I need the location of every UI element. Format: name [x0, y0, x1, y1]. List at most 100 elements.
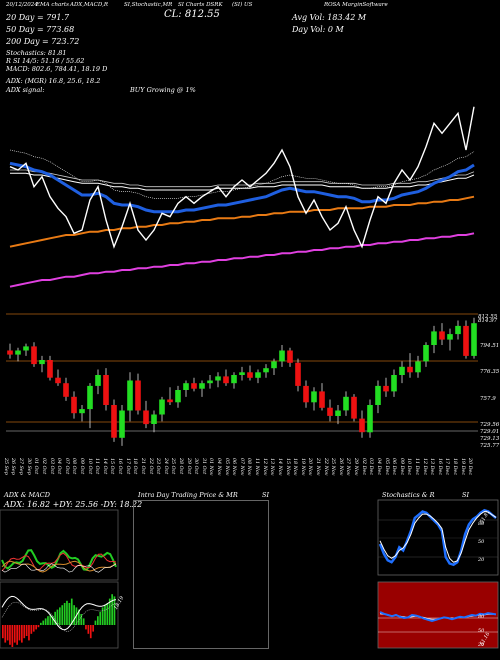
macd-histogram-bar-45: [108, 598, 111, 625]
intraday-panel: [133, 500, 269, 649]
candle-body-15: [127, 380, 133, 411]
candle-body-13: [111, 405, 117, 438]
adx-signal-label: ADX signal:: [6, 86, 45, 94]
macd-histogram-bar-1: [4, 625, 7, 643]
macd-histogram-bar-40: [97, 616, 99, 625]
candle-body-57: [463, 325, 469, 356]
candle-body-50: [407, 366, 413, 373]
adx-line: [1, 560, 117, 573]
candle-body-44: [359, 418, 365, 433]
macd-signal-line: [1, 601, 117, 632]
rsi-tick-80: 80: [478, 614, 485, 620]
macd-histogram-bar-43: [104, 605, 106, 625]
intraday-si: SI: [262, 491, 270, 499]
stochastics-info: Stochastics: 81.81: [6, 49, 67, 57]
macd-histogram-bar-42: [101, 607, 104, 625]
macd-histogram-bar-5: [13, 625, 16, 643]
candle-body-19: [159, 399, 165, 415]
macd-histogram-bar-33: [80, 614, 83, 625]
stoch-tick-50: 50: [478, 539, 485, 545]
macd-histogram-bar-30: [73, 605, 75, 625]
macd-histogram-bar-2: [6, 625, 9, 641]
candle-body-40: [327, 407, 333, 416]
adx-panel: [0, 509, 119, 581]
candle-body-36: [295, 362, 301, 386]
candle-body-38: [311, 391, 317, 403]
macd-histogram-bar-22: [54, 611, 56, 625]
candle-body-12: [103, 375, 109, 405]
macd-histogram-bar-27: [66, 600, 68, 625]
candle-body-55: [447, 334, 453, 340]
candle-body-14: [119, 410, 125, 438]
stochastic-k-line: [378, 508, 497, 567]
price-label-725: 725.77: [480, 443, 500, 449]
header-ema: EMA charts: [36, 2, 69, 8]
macd-histogram-bar-8: [21, 625, 23, 643]
macd-histogram-bar-16: [40, 622, 42, 625]
macd-histogram-bar-24: [59, 607, 61, 625]
price-label-776: 776.35: [480, 369, 500, 375]
macd-histogram-bar-25: [61, 605, 64, 625]
header-date: 20/12/2024: [6, 2, 38, 8]
adx-minus-di-line: [1, 552, 117, 572]
ema50-info: 50 Day = 773.68: [6, 25, 75, 34]
candle-body-58: [471, 323, 477, 356]
adx-panel-values: ADX: 16.82 +DY: 25.56 -DY: 18.22: [4, 500, 143, 509]
macd-line: [1, 595, 117, 631]
candle-body-35: [287, 350, 293, 363]
candle-body-18: [151, 414, 157, 424]
header-stoch: SI,Stochastic,MR: [124, 2, 173, 8]
macd-histogram-bar-6: [16, 625, 18, 645]
macd-histogram-bar-32: [78, 609, 80, 625]
ema50-upper-line: [10, 169, 475, 188]
candle-body-37: [303, 385, 309, 403]
macd-histogram-bar-47: [113, 596, 116, 625]
candle-body-41: [335, 410, 341, 416]
candle-body-27: [223, 376, 229, 384]
candle-body-32: [263, 368, 269, 373]
macd-histogram-bar-34: [82, 618, 85, 625]
candle-body-51: [415, 361, 421, 373]
candle-body-54: [439, 331, 445, 340]
macd-histogram-bar-19: [47, 616, 49, 625]
adx-info: ADX: (MGR) 16.8, 25.6, 18.2: [6, 77, 101, 85]
header-symbol: SI Charts DSRK: [178, 2, 223, 8]
macd-histogram-bar-12: [30, 625, 33, 634]
macd-histogram-bar-39: [94, 620, 97, 625]
macd-histogram-bar-37: [89, 625, 92, 639]
adx-white-line: [1, 563, 117, 573]
candle-body-22: [183, 383, 189, 390]
ema20-dotted-line: [9, 149, 475, 199]
macd-histogram-bar-13: [32, 625, 35, 632]
price-line: [9, 106, 475, 249]
macd-histogram-bar-44: [106, 603, 109, 625]
price-label-794: 794.51: [480, 343, 500, 349]
candle-body-47: [383, 385, 389, 392]
macd-histogram-bar-11: [28, 625, 30, 641]
candle-body-6: [55, 377, 61, 384]
price-label-729-56: 729.56: [480, 422, 500, 428]
candle-body-45: [367, 405, 373, 433]
close-price-label: CL: 812.55: [164, 9, 220, 20]
candle-body-42: [343, 396, 349, 411]
stoch-si: SI: [462, 491, 470, 499]
candle-body-23: [191, 383, 197, 389]
candle-body-26: [215, 376, 221, 381]
candle-body-9: [79, 409, 85, 414]
ema50-line: [10, 172, 475, 191]
macd-histogram-bar-41: [99, 611, 102, 625]
candle-body-17: [143, 410, 149, 425]
adx-panel-title: ADX & MACD: [4, 491, 50, 499]
buy-signal: BUY Growing @ 1%: [130, 86, 196, 94]
ema200-info: 200 Day = 723.72: [6, 37, 80, 46]
macd-histogram-bar-7: [18, 625, 21, 641]
candle-body-21: [175, 390, 181, 403]
candle-body-31: [255, 372, 261, 378]
stochastic-d-line: [379, 510, 497, 563]
candle-body-56: [455, 325, 461, 335]
candle-body-16: [135, 380, 141, 411]
intraday-title: Intra Day Trading Price & MR: [138, 491, 238, 499]
candle-body-7: [63, 383, 69, 397]
candle-body-33: [271, 361, 277, 369]
